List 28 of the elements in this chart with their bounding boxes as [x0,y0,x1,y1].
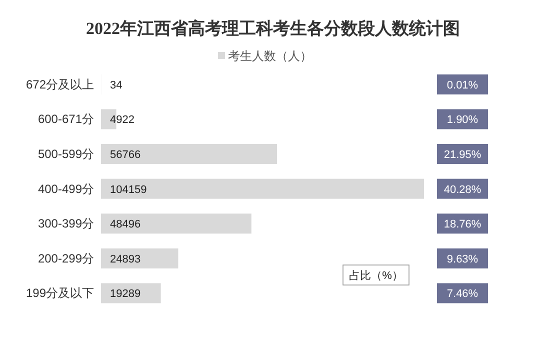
data-label: 19289 [110,288,141,300]
text: 1.90% [446,114,478,126]
text: 18.76% [444,218,482,231]
legend-label: 考生人数（人） [228,49,312,63]
y-tick-label: 199分及以下 [26,286,94,300]
text: 7.46% [446,288,478,300]
text: 9.63% [446,253,478,266]
data-label: 48496 [110,218,141,231]
data-label: 56766 [110,149,141,161]
bar [101,214,252,234]
bar [101,144,278,164]
y-tick-label: 300-399分 [38,216,94,231]
bar [101,248,178,268]
data-label: 34 [110,79,122,92]
y-tick-label: 200-299分 [38,251,94,266]
text: 40.28% [444,184,482,196]
bar [101,178,424,199]
data-label: 4922 [110,114,134,126]
y-tick-label: 500-599分 [38,147,94,161]
text: 占比（%） [349,269,403,282]
chart-title: 2022年江西省高考理工科考生各分数段人数统计图 [86,19,460,38]
data-label: 24893 [110,253,141,266]
data-label: 104159 [110,184,147,196]
text: 0.01% [446,79,478,92]
y-tick-label: 600-671分 [38,112,94,126]
y-tick-label: 400-499分 [38,182,94,196]
y-tick-label: 672分及以上 [26,77,94,92]
text: 21.95% [444,149,482,161]
